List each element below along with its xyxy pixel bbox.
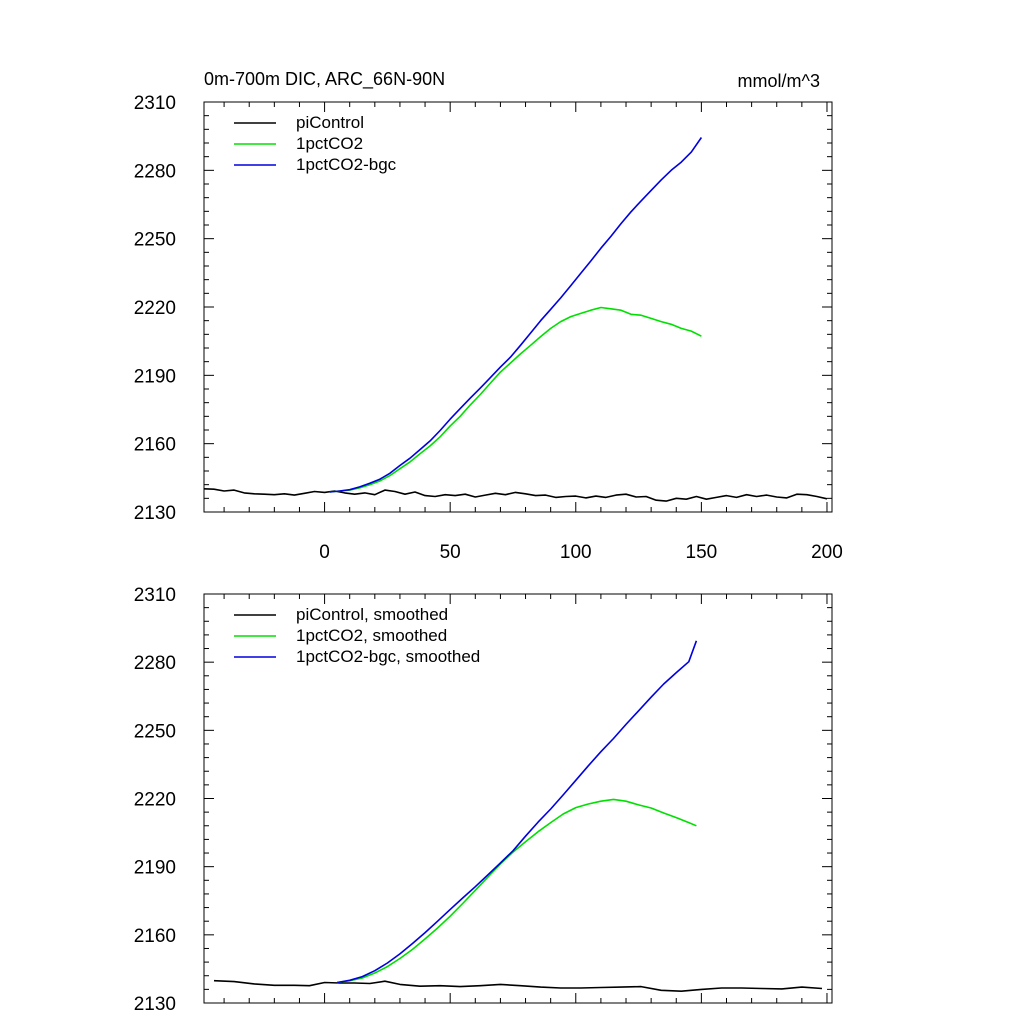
- x-tick-label: 0: [319, 542, 330, 563]
- y-tick-label: 2250: [134, 230, 176, 251]
- y-tick-label: 2130: [134, 503, 176, 524]
- series-line-1pctco2-bgc-smoothed: [336, 640, 698, 984]
- series-line-picontrol: [203, 488, 828, 502]
- y-tick-label: 2220: [134, 298, 176, 319]
- legend-label: 1pctCO2, smoothed: [296, 626, 447, 645]
- y-tick-label: 2190: [134, 366, 176, 387]
- y-tick-label: 2160: [134, 926, 176, 947]
- units-label: mmol/m^3: [738, 71, 820, 91]
- y-tick-label: 2130: [134, 994, 176, 1015]
- x-tick-label: 100: [560, 542, 592, 563]
- y-tick-label: 2280: [134, 653, 176, 674]
- y-tick-label: 2310: [134, 585, 176, 606]
- series-line-1pctco2-bgc: [329, 137, 703, 493]
- legend-label: 1pctCO2-bgc: [296, 155, 397, 174]
- x-tick-label: 200: [811, 542, 843, 563]
- chart-title: 0m-700m DIC, ARC_66N-90N: [204, 69, 445, 90]
- legend-label: 1pctCO2-bgc, smoothed: [296, 647, 480, 666]
- legend: piControl, smoothed 1pctCO2, smoothed 1pct…: [234, 605, 480, 666]
- top-panel: 0m-700m DIC, ARC_66N-90N mmol/m^3 2130 21…: [134, 69, 843, 563]
- y-tick-label: 2190: [134, 858, 176, 879]
- x-tick-label: 150: [686, 542, 718, 563]
- series-line-1pctco2-smoothed: [336, 798, 697, 984]
- bottom-panel: 2130 2160 2190 2220 2250 2280 2310 piControl, s…: [134, 585, 833, 1015]
- y-tick-label: 2310: [134, 93, 176, 114]
- y-tick-label: 2250: [134, 721, 176, 742]
- x-tick-label: 50: [440, 542, 461, 563]
- legend: piControl 1pctCO2 1pctCO2-bgc: [234, 113, 397, 174]
- series-line-1pctco2: [329, 306, 702, 493]
- legend-label: piControl: [296, 113, 364, 132]
- series-line-picontrol-smoothed: [213, 979, 823, 993]
- y-tick-label: 2280: [134, 161, 176, 182]
- y-tick-label: 2160: [134, 435, 176, 456]
- y-tick-label: 2220: [134, 790, 176, 811]
- legend-label: 1pctCO2: [296, 134, 363, 153]
- legend-label: piControl, smoothed: [296, 605, 448, 624]
